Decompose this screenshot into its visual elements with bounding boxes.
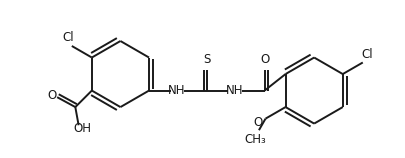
Text: O: O	[259, 53, 269, 66]
Text: Cl: Cl	[62, 31, 73, 44]
Text: NH: NH	[168, 84, 185, 97]
Text: OH: OH	[73, 122, 91, 135]
Text: Cl: Cl	[360, 48, 372, 61]
Text: CH₃: CH₃	[244, 134, 266, 146]
Text: O: O	[47, 89, 57, 102]
Text: O: O	[252, 116, 262, 129]
Text: NH: NH	[226, 84, 243, 97]
Text: S: S	[202, 53, 210, 66]
